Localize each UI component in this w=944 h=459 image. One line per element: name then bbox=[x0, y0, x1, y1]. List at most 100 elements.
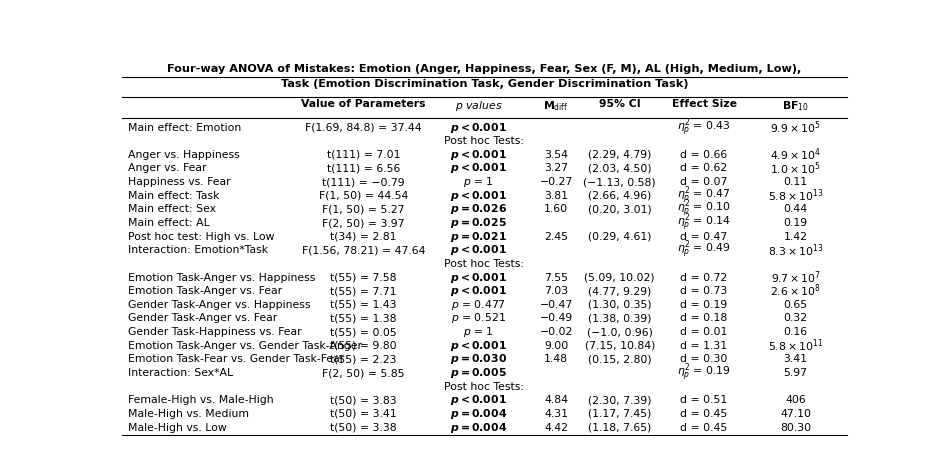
Text: d = 0.66: d = 0.66 bbox=[680, 150, 727, 159]
Text: t(55) = 0.05: t(55) = 0.05 bbox=[329, 326, 396, 336]
Text: 0.19: 0.19 bbox=[783, 218, 807, 228]
Text: d = 0.19: d = 0.19 bbox=[680, 299, 727, 309]
Text: (1.18, 7.65): (1.18, 7.65) bbox=[587, 422, 650, 431]
Text: $1.0 \times 10^{5}$: $1.0 \times 10^{5}$ bbox=[769, 160, 820, 176]
Text: 95% CI: 95% CI bbox=[598, 99, 640, 109]
Text: Interaction: Emotion*Task: Interaction: Emotion*Task bbox=[127, 245, 267, 255]
Text: Interaction: Sex*AL: Interaction: Sex*AL bbox=[127, 367, 232, 377]
Text: $9.7 \times 10^{7}$: $9.7 \times 10^{7}$ bbox=[769, 269, 819, 285]
Text: (7.15, 10.84): (7.15, 10.84) bbox=[584, 340, 654, 350]
Text: d = 0.51: d = 0.51 bbox=[680, 394, 727, 404]
Text: Post hoc Tests:: Post hoc Tests: bbox=[444, 381, 524, 391]
Text: (1.38, 0.39): (1.38, 0.39) bbox=[587, 313, 650, 323]
Text: (0.20, 3.01): (0.20, 3.01) bbox=[587, 204, 651, 214]
Text: $\bfit{p}$$\mathbf{ < 0.001}$: $\bfit{p}$$\mathbf{ < 0.001}$ bbox=[449, 243, 506, 257]
Text: t(55) = 2.23: t(55) = 2.23 bbox=[329, 353, 396, 364]
Text: (2.29, 4.79): (2.29, 4.79) bbox=[587, 150, 650, 159]
Text: F(1.56, 78.21) = 47.64: F(1.56, 78.21) = 47.64 bbox=[301, 245, 425, 255]
Text: (2.66, 4.96): (2.66, 4.96) bbox=[587, 190, 650, 200]
Text: t(50) = 3.41: t(50) = 3.41 bbox=[329, 408, 396, 418]
Text: t(55) = 1.38: t(55) = 1.38 bbox=[329, 313, 396, 323]
Text: d = 0.07: d = 0.07 bbox=[680, 177, 727, 187]
Text: 0.16: 0.16 bbox=[783, 326, 807, 336]
Text: 47.10: 47.10 bbox=[779, 408, 810, 418]
Text: $\eta_p^2$ = 0.14: $\eta_p^2$ = 0.14 bbox=[676, 212, 731, 234]
Text: Main effect: Emotion: Main effect: Emotion bbox=[127, 122, 241, 132]
Text: 1.48: 1.48 bbox=[544, 353, 567, 364]
Text: (1.17, 7.45): (1.17, 7.45) bbox=[587, 408, 650, 418]
Text: $p$ values: $p$ values bbox=[454, 99, 501, 113]
Text: $\bfit{p}$$\mathbf{ < 0.001}$: $\bfit{p}$$\mathbf{ < 0.001}$ bbox=[449, 392, 506, 406]
Text: Effect Size: Effect Size bbox=[671, 99, 735, 109]
Text: $5.8 \times 10^{13}$: $5.8 \times 10^{13}$ bbox=[767, 187, 822, 204]
Text: (−1.13, 0.58): (−1.13, 0.58) bbox=[582, 177, 655, 187]
Text: Gender Task-Happiness vs. Fear: Gender Task-Happiness vs. Fear bbox=[127, 326, 301, 336]
Text: F(2, 50) = 3.97: F(2, 50) = 3.97 bbox=[322, 218, 404, 228]
Text: 80.30: 80.30 bbox=[779, 422, 810, 431]
Text: Emotion Task-Anger vs. Fear: Emotion Task-Anger vs. Fear bbox=[127, 285, 281, 296]
Text: (5.09, 10.02): (5.09, 10.02) bbox=[584, 272, 654, 282]
Text: 4.42: 4.42 bbox=[544, 422, 567, 431]
Text: $\bfit{p}$$\mathbf{ < 0.001}$: $\bfit{p}$$\mathbf{ < 0.001}$ bbox=[449, 161, 506, 175]
Text: 0.44: 0.44 bbox=[783, 204, 807, 214]
Text: Post hoc Tests:: Post hoc Tests: bbox=[444, 258, 524, 269]
Text: $p$ = 0.521: $p$ = 0.521 bbox=[450, 311, 505, 325]
Text: Gender Task-Anger vs. Happiness: Gender Task-Anger vs. Happiness bbox=[127, 299, 310, 309]
Text: Main effect: Sex: Main effect: Sex bbox=[127, 204, 215, 214]
Text: −0.27: −0.27 bbox=[539, 177, 572, 187]
Text: 3.54: 3.54 bbox=[544, 150, 567, 159]
Text: t(55) = 7.58: t(55) = 7.58 bbox=[329, 272, 396, 282]
Text: 0.11: 0.11 bbox=[783, 177, 807, 187]
Text: $\bfit{p}$$\mathbf{ = 0.021}$: $\bfit{p}$$\mathbf{ = 0.021}$ bbox=[449, 229, 506, 243]
Text: d = 1.31: d = 1.31 bbox=[680, 340, 727, 350]
Text: Value of Parameters: Value of Parameters bbox=[301, 99, 425, 109]
Text: $\bfit{p}$$\mathbf{ = 0.026}$: $\bfit{p}$$\mathbf{ = 0.026}$ bbox=[449, 202, 506, 216]
Text: 9.00: 9.00 bbox=[544, 340, 567, 350]
Text: $5.8 \times 10^{11}$: $5.8 \times 10^{11}$ bbox=[767, 337, 822, 353]
Text: Post hoc test: High vs. Low: Post hoc test: High vs. Low bbox=[127, 231, 274, 241]
Text: d = 0.01: d = 0.01 bbox=[680, 326, 727, 336]
Text: 4.84: 4.84 bbox=[544, 394, 567, 404]
Text: $\bfit{p}$$\mathbf{ = 0.025}$: $\bfit{p}$$\mathbf{ = 0.025}$ bbox=[449, 216, 506, 230]
Text: 5.97: 5.97 bbox=[783, 367, 807, 377]
Text: d = 0.45: d = 0.45 bbox=[680, 408, 727, 418]
Text: $\eta_p^2$ = 0.10: $\eta_p^2$ = 0.10 bbox=[676, 198, 731, 220]
Text: −0.49: −0.49 bbox=[539, 313, 572, 323]
Text: $2.6 \times 10^{8}$: $2.6 \times 10^{8}$ bbox=[769, 282, 820, 299]
Text: (4.77, 9.29): (4.77, 9.29) bbox=[587, 285, 650, 296]
Text: Emotion Task-Anger vs. Gender Task-Anger: Emotion Task-Anger vs. Gender Task-Anger bbox=[127, 340, 362, 350]
Text: $\bfit{p}$$\mathbf{ < 0.001}$: $\bfit{p}$$\mathbf{ < 0.001}$ bbox=[449, 270, 506, 284]
Text: F(2, 50) = 5.85: F(2, 50) = 5.85 bbox=[322, 367, 404, 377]
Text: $\bfit{p}$$\mathbf{ < 0.001}$: $\bfit{p}$$\mathbf{ < 0.001}$ bbox=[449, 284, 506, 297]
Text: F(1, 50) = 44.54: F(1, 50) = 44.54 bbox=[318, 190, 408, 200]
Text: $4.9 \times 10^{4}$: $4.9 \times 10^{4}$ bbox=[769, 146, 820, 163]
Text: M$_{\rm diff}$: M$_{\rm diff}$ bbox=[543, 99, 568, 113]
Text: F(1.69, 84.8) = 37.44: F(1.69, 84.8) = 37.44 bbox=[305, 122, 421, 132]
Text: $\bfit{p}$$\mathbf{ = 0.004}$: $\bfit{p}$$\mathbf{ = 0.004}$ bbox=[449, 420, 507, 434]
Text: (0.29, 4.61): (0.29, 4.61) bbox=[587, 231, 650, 241]
Text: Task (Emotion Discrimination Task, Gender Discrimination Task): Task (Emotion Discrimination Task, Gende… bbox=[280, 79, 687, 89]
Text: t(34) = 2.81: t(34) = 2.81 bbox=[329, 231, 396, 241]
Text: t(111) = 6.56: t(111) = 6.56 bbox=[327, 163, 399, 173]
Text: d = 0.47: d = 0.47 bbox=[680, 231, 727, 241]
Text: $p$ = 1: $p$ = 1 bbox=[463, 325, 494, 338]
Text: $9.9 \times 10^{5}$: $9.9 \times 10^{5}$ bbox=[769, 119, 820, 135]
Text: Post hoc Tests:: Post hoc Tests: bbox=[444, 136, 524, 146]
Text: 0.32: 0.32 bbox=[783, 313, 807, 323]
Text: 1.60: 1.60 bbox=[544, 204, 567, 214]
Text: t(50) = 3.38: t(50) = 3.38 bbox=[329, 422, 396, 431]
Text: $\bfit{p}$$\mathbf{ < 0.001}$: $\bfit{p}$$\mathbf{ < 0.001}$ bbox=[449, 147, 506, 162]
Text: Anger vs. Fear: Anger vs. Fear bbox=[127, 163, 206, 173]
Text: 3.81: 3.81 bbox=[544, 190, 567, 200]
Text: −0.47: −0.47 bbox=[539, 299, 572, 309]
Text: $\eta_p^2$ = 0.49: $\eta_p^2$ = 0.49 bbox=[676, 239, 731, 261]
Text: $8.3 \times 10^{13}$: $8.3 \times 10^{13}$ bbox=[767, 241, 822, 258]
Text: −0.02: −0.02 bbox=[539, 326, 572, 336]
Text: d = 0.18: d = 0.18 bbox=[680, 313, 727, 323]
Text: Female-High vs. Male-High: Female-High vs. Male-High bbox=[127, 394, 273, 404]
Text: t(55) = 7.71: t(55) = 7.71 bbox=[329, 285, 396, 296]
Text: 4.31: 4.31 bbox=[544, 408, 567, 418]
Text: $\eta_p^2$ = 0.43: $\eta_p^2$ = 0.43 bbox=[677, 116, 730, 138]
Text: t(111) = −0.79: t(111) = −0.79 bbox=[322, 177, 404, 187]
Text: BF$_{10}$: BF$_{10}$ bbox=[782, 99, 808, 113]
